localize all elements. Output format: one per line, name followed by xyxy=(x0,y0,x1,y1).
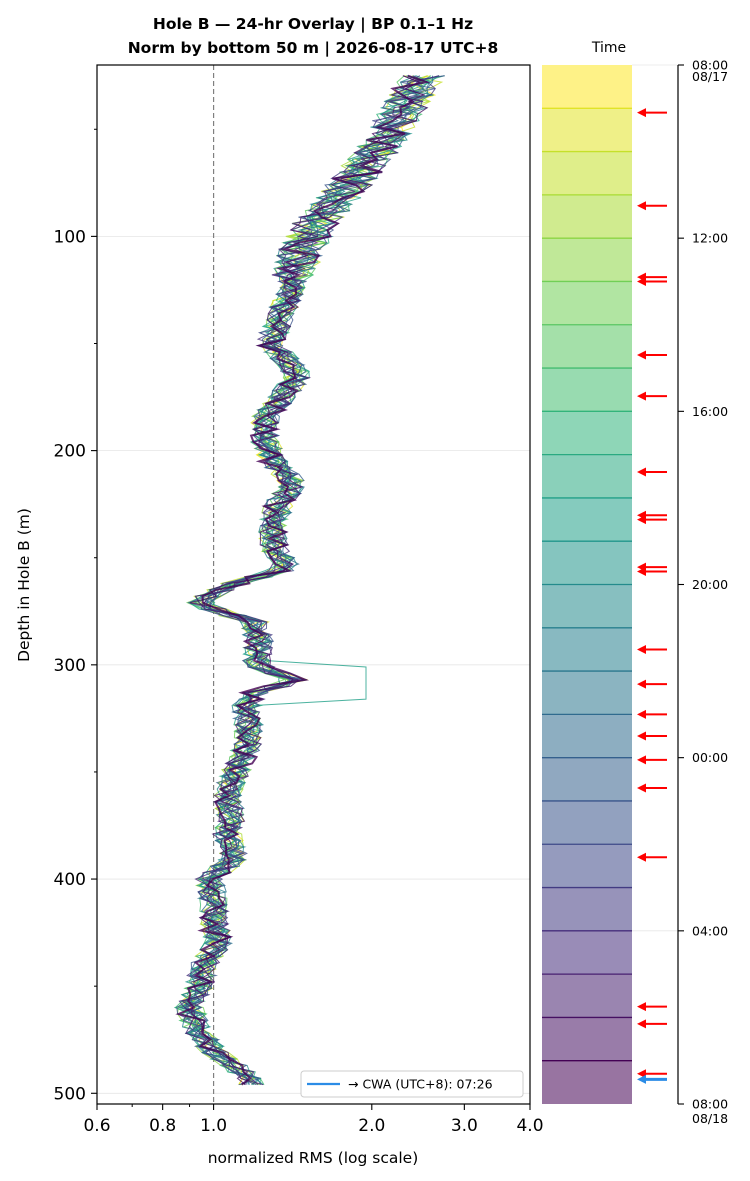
event-arrow-head xyxy=(637,731,646,741)
time-tick-sublabel: 08/18 xyxy=(692,1111,728,1126)
colorbar-band xyxy=(542,1060,632,1104)
colorbar-band xyxy=(542,411,632,455)
event-arrow-head xyxy=(637,567,646,577)
colorbar-band xyxy=(542,627,632,672)
colorbar-band xyxy=(542,800,632,845)
colorbar-band xyxy=(542,324,632,369)
event-arrow-head xyxy=(637,783,646,793)
event-arrow-head xyxy=(637,1002,646,1012)
colorbar-band xyxy=(542,151,632,195)
event-arrow-head xyxy=(637,709,646,719)
colorbar-band xyxy=(542,714,632,758)
y-tick-label: 200 xyxy=(54,442,86,462)
colorbar-title: Time xyxy=(591,40,626,56)
colorbar-band xyxy=(542,454,632,498)
colorbar xyxy=(542,64,678,1104)
colorbar-band xyxy=(542,930,632,975)
time-tick-label: 12:00 xyxy=(692,231,728,246)
y-axis-label: Depth in Hole B (m) xyxy=(15,508,33,662)
event-arrow-head xyxy=(637,679,646,689)
plot-area: 0.6 0.8 1.0 2.0 3.0 4.0 100 200 300 400 500 xyxy=(54,64,544,1136)
x-tick-label: 2.0 xyxy=(358,1116,385,1136)
cwa-arrow-head xyxy=(637,1074,646,1084)
legend-label: → CWA (UTC+8): 07:26 xyxy=(348,1077,493,1092)
x-axis-label: normalized RMS (log scale) xyxy=(208,1149,419,1167)
colorbar-band xyxy=(542,281,632,325)
event-arrow-head xyxy=(637,644,646,654)
time-tick-label: 08:00 xyxy=(692,58,728,73)
event-arrow-head xyxy=(637,467,646,477)
y-axis: 100 200 300 400 500 xyxy=(54,128,97,1104)
time-tick-label: 00:00 xyxy=(692,750,728,765)
trace-group xyxy=(173,74,445,1086)
colorbar-band xyxy=(542,108,632,152)
colorbar-band xyxy=(542,671,632,715)
legend-box xyxy=(300,1070,524,1098)
event-arrow-head xyxy=(637,755,646,765)
time-tick-label: 08:00 xyxy=(692,1097,728,1112)
event-arrow-head xyxy=(637,350,646,360)
colorbar-band xyxy=(542,844,632,888)
colorbar-band xyxy=(542,65,632,109)
colorbar-band xyxy=(542,368,632,412)
colorbar-band xyxy=(542,887,632,931)
y-tick-label: 300 xyxy=(54,656,86,676)
trace-line xyxy=(178,75,440,1086)
trace-line xyxy=(175,74,431,1086)
time-tick-label: 04:00 xyxy=(692,923,728,938)
colorbar-band xyxy=(542,584,632,628)
time-axis: 08:0008/1712:0016:0020:0000:0004:0008:00… xyxy=(677,58,728,1126)
event-arrow-head xyxy=(637,1069,646,1079)
colorbar-band xyxy=(542,238,632,282)
time-tick-sublabel: 08/17 xyxy=(692,69,728,84)
event-arrow-head xyxy=(637,201,646,211)
x-tick-label: 0.8 xyxy=(149,1116,176,1136)
event-arrow-head xyxy=(637,108,646,118)
gridlines xyxy=(97,235,530,1094)
y-tick-label: 100 xyxy=(54,227,86,247)
x-tick-label: 1.0 xyxy=(200,1116,227,1136)
plot-frame xyxy=(96,64,531,1105)
x-axis: 0.6 0.8 1.0 2.0 3.0 4.0 xyxy=(83,1104,544,1136)
x-tick-label: 3.0 xyxy=(451,1116,478,1136)
colorbar-band xyxy=(542,757,632,801)
y-tick-label: 500 xyxy=(54,1084,86,1104)
colorbar-band xyxy=(542,541,632,585)
x-tick-label: 4.0 xyxy=(516,1116,543,1136)
event-arrows xyxy=(637,108,667,1084)
time-tick-label: 16:00 xyxy=(692,404,728,419)
event-arrow-head xyxy=(637,391,646,401)
chart-title-line1: Hole B — 24-hr Overlay | BP 0.1–1 Hz xyxy=(153,15,473,34)
colorbar-band xyxy=(542,974,632,1018)
colorbar-band xyxy=(542,1017,632,1061)
x-tick-label: 0.6 xyxy=(83,1116,110,1136)
event-arrow-head xyxy=(637,515,646,525)
event-arrow-head xyxy=(637,1019,646,1029)
legend: → CWA (UTC+8): 07:26 xyxy=(300,1070,524,1098)
chart-title-line2: Norm by bottom 50 m | 2026-08-17 UTC+8 xyxy=(128,39,499,58)
event-arrow-head xyxy=(637,852,646,862)
time-tick-label: 20:00 xyxy=(692,577,728,592)
event-arrow-head xyxy=(637,276,646,286)
y-tick-label: 400 xyxy=(54,870,86,890)
colorbar-band xyxy=(542,497,632,542)
colorbar-band xyxy=(542,194,632,239)
